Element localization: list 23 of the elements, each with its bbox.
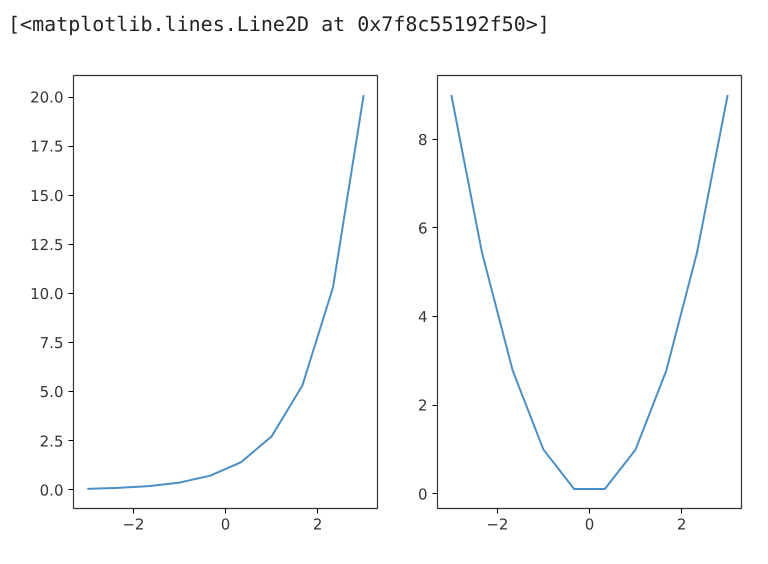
y-tick-label: 2.5 bbox=[40, 432, 64, 450]
x-tick-label: 0 bbox=[584, 516, 594, 534]
x-tick-label: 0 bbox=[220, 516, 230, 534]
y-tick-label: 8 bbox=[418, 130, 428, 149]
y-tick-label: 4 bbox=[418, 308, 428, 326]
y-tick-label: 0 bbox=[418, 485, 428, 504]
line-series bbox=[450, 94, 729, 490]
line-series bbox=[86, 94, 365, 490]
y-tick-label: 2 bbox=[418, 396, 428, 415]
y-tick-label: 20.0 bbox=[30, 88, 64, 107]
x-tick-label: 2 bbox=[676, 516, 686, 534]
y-tick-label: 17.5 bbox=[30, 138, 64, 156]
x-tick-label: 2 bbox=[312, 516, 322, 534]
y-tick-label: 12.5 bbox=[30, 236, 64, 254]
x-tick-label: −2 bbox=[486, 516, 508, 534]
y-tick-label: 0.0 bbox=[40, 481, 64, 500]
y-tick-label: 15.0 bbox=[30, 186, 64, 205]
text: [<matplotlib.lines.Line2D at 0x7f8c55192f50>] bbox=[8, 11, 550, 38]
x-tick-label: −2 bbox=[122, 516, 144, 534]
y-tick-label: 7.5 bbox=[40, 334, 64, 352]
y-tick-label: 5.0 bbox=[40, 383, 64, 402]
y-tick-label: 6 bbox=[418, 219, 428, 238]
y-tick-label: 10.0 bbox=[30, 284, 64, 303]
